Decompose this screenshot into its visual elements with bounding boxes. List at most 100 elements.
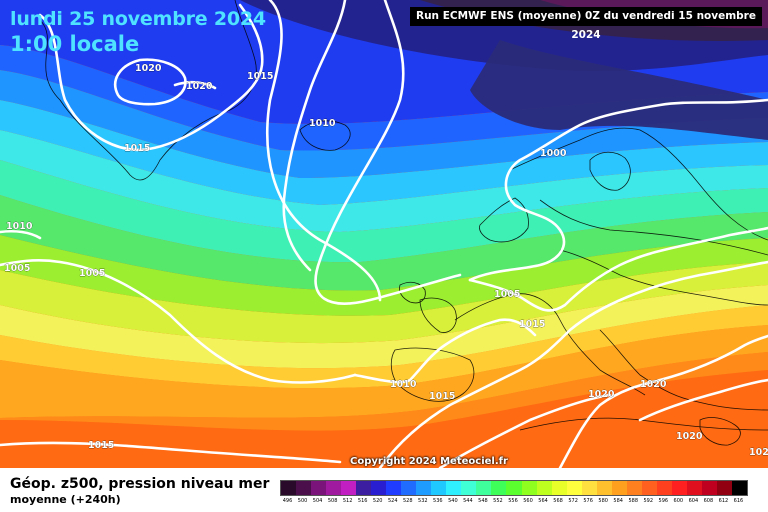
- isobar-label: 1020: [186, 81, 213, 92]
- map-parameter-title: Géop. z500, pression niveau mer: [10, 476, 270, 492]
- legend-value: 616: [733, 498, 744, 504]
- legend-swatch: [371, 481, 387, 495]
- legend-swatch: [611, 481, 627, 495]
- legend-value: 520: [372, 498, 383, 504]
- isobar-label: 1010: [390, 379, 417, 390]
- isobar-label: 1020: [588, 389, 615, 400]
- legend-swatch: [521, 481, 537, 495]
- isobar-1020-greenland-b: [173, 80, 217, 90]
- isobar-1020-greenland-a: [113, 58, 187, 106]
- isobar-1000-north: [314, 0, 462, 305]
- legend-swatch: [281, 481, 297, 495]
- legend-value: 572: [568, 498, 578, 504]
- legend-swatch: [626, 481, 642, 495]
- isobar-1005-europe: [468, 226, 768, 312]
- legend-value: 576: [583, 498, 593, 504]
- isobar-label: 1015: [88, 440, 114, 451]
- legend-value: 600: [673, 498, 684, 504]
- isobar-label: 1020: [640, 379, 667, 390]
- isobar-label: 1020: [676, 431, 703, 442]
- legend-value: 532: [418, 498, 428, 504]
- coastlines: [39, 0, 768, 446]
- legend-swatch: [491, 481, 507, 495]
- isobar-label: 1005: [79, 268, 105, 279]
- isobar-1010-north: [266, 0, 382, 302]
- legend-value: 536: [433, 498, 443, 504]
- legend-swatch: [416, 481, 432, 495]
- forecast-time: 1:00 locale: [10, 32, 140, 56]
- legend-value: 592: [643, 498, 654, 504]
- legend-value: 560: [523, 498, 533, 504]
- isobar-label: 1000: [540, 148, 567, 159]
- isobar-1015-med: [378, 260, 768, 468]
- legend-value: 608: [703, 498, 714, 504]
- isobar-1010-west: [0, 229, 42, 240]
- legend-value: 556: [508, 498, 518, 504]
- isobar-labels: 1020 1020 1015 1015 1010 1010 1005 1005 …: [4, 63, 768, 458]
- legend-swatch: [386, 481, 402, 495]
- legend-value: 552: [493, 498, 503, 504]
- isobar-label: 102: [749, 447, 768, 458]
- isobar-label: 1015: [429, 391, 455, 402]
- isobar-1000-scandinavia: [468, 98, 768, 282]
- isobar-label: 1015: [519, 319, 545, 330]
- legend-value: 588: [628, 498, 638, 504]
- legend-value: 584: [613, 498, 623, 504]
- legend-swatch: [401, 481, 417, 495]
- map-footer: Géop. z500, pression niveau mer moyenne …: [0, 468, 768, 512]
- legend-swatch: [446, 481, 462, 495]
- legend-swatch: [716, 481, 732, 495]
- legend-swatch: [686, 481, 702, 495]
- isobar-label: 1010: [6, 221, 33, 232]
- isobar-label: 1005: [4, 263, 30, 274]
- legend-swatch: [461, 481, 477, 495]
- weather-map: 1020 1020 1015 1015 1010 1010 1005 1005 …: [0, 0, 768, 468]
- legend-swatch: [641, 481, 657, 495]
- legend-swatch: [581, 481, 597, 495]
- isobar-1020-balkans: [558, 334, 768, 468]
- isobar-label: 1005: [494, 289, 520, 300]
- legend-value: 504: [312, 498, 323, 504]
- isobar-1010-iceland: [282, 0, 347, 272]
- legend-value: 508: [327, 498, 338, 504]
- legend-value: 612: [718, 498, 729, 504]
- isobars: [0, 0, 768, 468]
- legend-swatch: [431, 481, 447, 495]
- isobar-1005-low: [0, 259, 357, 384]
- isobar-1015-greenland: [38, 3, 264, 152]
- legend-value: 548: [478, 498, 488, 504]
- legend-swatch: [341, 481, 357, 495]
- legend-value: 524: [387, 498, 398, 504]
- legend-value: 512: [342, 498, 353, 504]
- color-scale-labels: 496 500 504 508 512 516 520 524 528 532 536 540 544 5…: [280, 498, 746, 505]
- legend-swatch: [476, 481, 492, 495]
- isobar-1010-iberia: [353, 318, 537, 384]
- legend-swatch: [296, 481, 312, 495]
- legend-value: 544: [463, 498, 473, 504]
- geopotential-bands: [0, 0, 768, 468]
- legend-value: 564: [538, 498, 548, 504]
- legend-swatch: [506, 481, 522, 495]
- legend-value: 500: [297, 498, 308, 504]
- legend-swatch: [656, 481, 672, 495]
- legend-swatch: [596, 481, 612, 495]
- legend-swatch: [566, 481, 582, 495]
- copyright-text: Copyright 2024 Meteociel.fr: [350, 456, 508, 467]
- legend-value: 528: [402, 498, 413, 504]
- legend-value: 568: [553, 498, 563, 504]
- legend-swatch: [311, 481, 327, 495]
- legend-swatch: [551, 481, 567, 495]
- legend-value: 604: [688, 498, 699, 504]
- legend-swatch: [671, 481, 687, 495]
- isobar-label: 1015: [247, 71, 273, 82]
- legend-value: 496: [282, 498, 293, 504]
- legend-swatch: [326, 481, 342, 495]
- legend-swatch: [356, 481, 372, 495]
- isobar-label: 1015: [124, 143, 150, 154]
- run-info-box: Run ECMWF ENS (moyenne) 0Z du vendredi 1…: [410, 7, 762, 41]
- color-scale-legend: [280, 480, 748, 496]
- legend-swatch: [536, 481, 552, 495]
- isobar-label: 1010: [309, 118, 336, 129]
- map-parameter-subtitle: moyenne (+240h): [10, 493, 121, 506]
